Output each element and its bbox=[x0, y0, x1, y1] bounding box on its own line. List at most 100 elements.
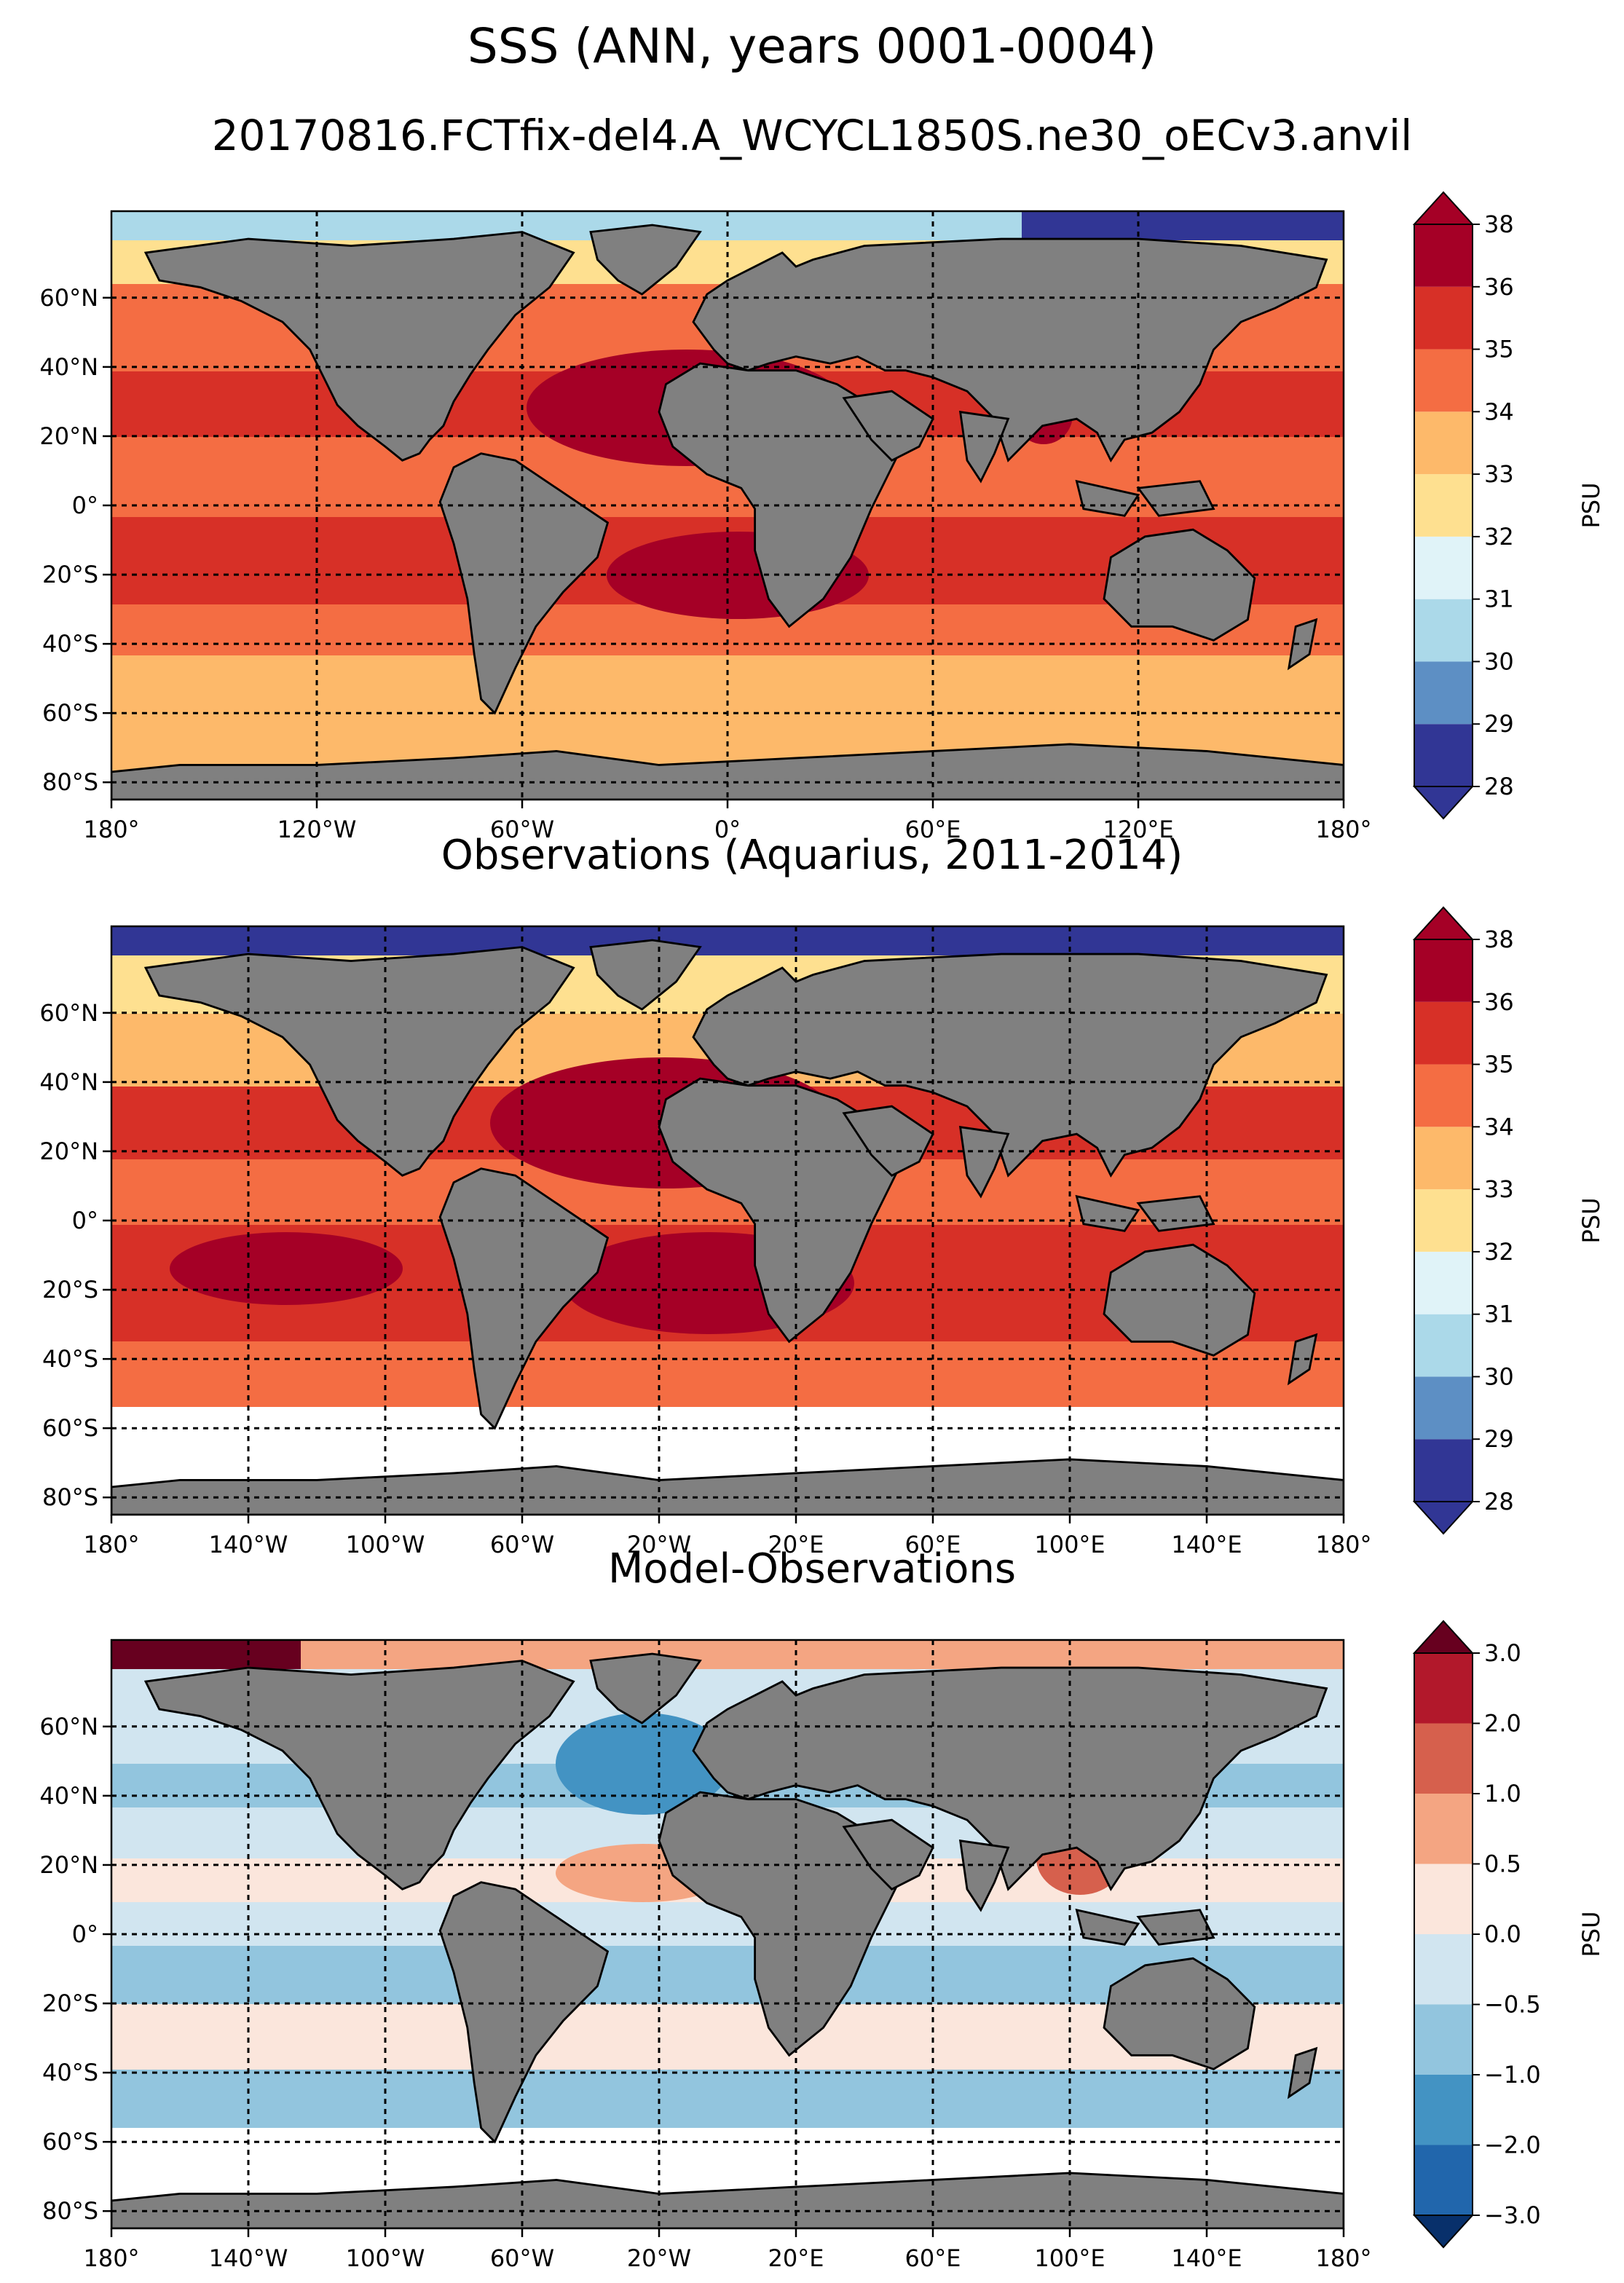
observations-panel-title: Observations (Aquarius, 2011-2014) bbox=[441, 832, 1183, 879]
colorbar-tick-label: 28 bbox=[1484, 773, 1514, 800]
colorbar-units-label: PSU bbox=[1577, 1911, 1605, 1957]
colorbar-segment bbox=[1414, 411, 1473, 475]
observations-colorbar: 28 29 30 31 32 33 34 35 36 38 PSU bbox=[1412, 906, 1605, 1535]
obs-arctic-fresh bbox=[111, 926, 1344, 955]
y-tick-label: 20°S bbox=[42, 1990, 98, 2017]
colorbar-tick-label: −0.5 bbox=[1484, 1991, 1541, 2019]
colorbar-segment bbox=[1414, 286, 1473, 350]
colorbar-segment bbox=[1414, 349, 1473, 412]
colorbar-tick-label: 35 bbox=[1484, 336, 1514, 363]
x-tick-label: 120°E bbox=[1103, 816, 1173, 843]
model-colorbar: 28 29 30 31 32 33 34 35 36 38 PSU bbox=[1412, 191, 1605, 820]
colorbar-segment bbox=[1414, 224, 1473, 287]
figure-title: SSS (ANN, years 0001-0004) bbox=[467, 18, 1157, 74]
x-tick-label: 20°E bbox=[768, 2244, 824, 2272]
y-tick-label: 40°N bbox=[39, 1068, 98, 1096]
y-tick-label: 40°N bbox=[39, 1782, 98, 1810]
colorbar-tick-label: 33 bbox=[1484, 460, 1514, 488]
colorbar-tick-label: 33 bbox=[1484, 1175, 1514, 1203]
diff-arctic-positive bbox=[111, 1640, 301, 1669]
x-tick-label: 60°W bbox=[490, 2244, 554, 2272]
obs-southern-ocean bbox=[111, 1341, 1344, 1407]
colorbar-segment bbox=[1414, 2075, 1473, 2145]
x-tick-label: 140°W bbox=[209, 2244, 288, 2272]
x-tick-label: 180° bbox=[83, 1531, 139, 1558]
x-tick-label: 180° bbox=[83, 2244, 139, 2272]
colorbar-extend-min bbox=[1412, 2215, 1475, 2249]
x-tick-label: 60°E bbox=[905, 1531, 961, 1558]
colorbar-segment bbox=[1414, 599, 1473, 662]
colorbar-tick-label: 29 bbox=[1484, 1425, 1514, 1453]
difference-map-panel: 60°N 40°N 20°N 0° 20°S 40°S 60°S 80°S 180° 140°W… bbox=[39, 1639, 1372, 2272]
colorbar-tick-label: 36 bbox=[1484, 273, 1514, 301]
colorbar-tick-label: −2.0 bbox=[1484, 2132, 1541, 2159]
y-tick-label: 20°N bbox=[39, 1137, 98, 1165]
y-tick-label: 0° bbox=[72, 1920, 98, 1948]
diff-labrador-negative bbox=[556, 1713, 730, 1815]
x-tick-label: 60°W bbox=[490, 1531, 554, 1558]
colorbar-segment bbox=[1414, 1439, 1473, 1502]
colorbar-tick-label: 34 bbox=[1484, 1113, 1514, 1140]
y-tick-label: 40°S bbox=[42, 1345, 98, 1373]
x-tick-label: 140°E bbox=[1171, 1531, 1242, 1558]
colorbar-segment bbox=[1414, 1189, 1473, 1252]
colorbar-tick-label: 34 bbox=[1484, 398, 1514, 425]
y-tick-label: 60°S bbox=[42, 2128, 98, 2156]
y-tick-label: 60°N bbox=[39, 1713, 98, 1740]
colorbar-segment bbox=[1414, 2004, 1473, 2075]
colorbar-tick-label: 32 bbox=[1484, 523, 1514, 551]
colorbar-tick-label: 30 bbox=[1484, 1363, 1514, 1390]
y-tick-label: 80°S bbox=[42, 768, 98, 796]
y-tick-label: 0° bbox=[72, 492, 98, 519]
x-tick-label: 140°W bbox=[209, 1531, 288, 1558]
colorbar-extend-min bbox=[1412, 786, 1475, 820]
model-map-panel: 60°N 40°N 20°N 0° 20°S 40°S 60°S 80°S 180° 120°W… bbox=[39, 210, 1372, 843]
colorbar-tick-label: 38 bbox=[1484, 210, 1514, 238]
colorbar-units-label: PSU bbox=[1577, 482, 1605, 528]
colorbar-frame bbox=[1414, 224, 1473, 787]
diff-gridlines bbox=[111, 1640, 1344, 2228]
y-tick-label: 40°S bbox=[42, 630, 98, 658]
x-tick-label: 20°E bbox=[768, 1531, 824, 1558]
x-tick-label: 180° bbox=[1315, 1531, 1371, 1558]
y-tick-label: 20°N bbox=[39, 422, 98, 450]
x-tick-label: 20°W bbox=[627, 1531, 691, 1558]
obs-gridlines bbox=[111, 926, 1344, 1515]
colorbar-units-label: PSU bbox=[1577, 1197, 1605, 1243]
colorbar-extend-max bbox=[1412, 191, 1475, 225]
colorbar-tick-label: 29 bbox=[1484, 710, 1514, 738]
x-tick-label: 0° bbox=[714, 816, 741, 843]
colorbar-tick-label: 32 bbox=[1484, 1238, 1514, 1266]
colorbar-tick-label: 28 bbox=[1484, 1488, 1514, 1515]
colorbar-tick-label: −3.0 bbox=[1484, 2201, 1541, 2229]
diff-arctic-band bbox=[301, 1640, 1344, 1669]
colorbar-segment bbox=[1414, 661, 1473, 725]
colorbar-segment bbox=[1414, 474, 1473, 537]
colorbar-segment bbox=[1414, 536, 1473, 599]
y-tick-label: 80°S bbox=[42, 1483, 98, 1511]
colorbar-extend-max bbox=[1412, 906, 1475, 940]
colorbar-tick-label: 31 bbox=[1484, 585, 1514, 613]
x-tick-label: 100°E bbox=[1034, 1531, 1105, 1558]
colorbar-tick-label: 36 bbox=[1484, 988, 1514, 1016]
y-tick-label: 80°S bbox=[42, 2197, 98, 2225]
y-tick-label: 60°S bbox=[42, 699, 98, 727]
colorbar-segment bbox=[1414, 1376, 1473, 1440]
x-tick-label: 100°W bbox=[346, 2244, 425, 2272]
x-tick-label: 60°E bbox=[905, 2244, 961, 2272]
colorbar-segment bbox=[1414, 1934, 1473, 2005]
colorbar-segment bbox=[1414, 1314, 1473, 1377]
difference-colorbar: −3.0 −2.0 −1.0 −0.5 0.0 0.5 1.0 2.0 3.0 PSU bbox=[1412, 1620, 1605, 2249]
y-tick-label: 20°N bbox=[39, 1851, 98, 1879]
colorbar-segment bbox=[1414, 1723, 1473, 1794]
x-tick-label: 180° bbox=[83, 816, 139, 843]
x-tick-label: 100°E bbox=[1034, 2244, 1105, 2272]
x-tick-label: 100°W bbox=[346, 1531, 425, 1558]
colorbar-tick-label: 3.0 bbox=[1484, 1639, 1521, 1667]
model-gridlines bbox=[111, 211, 1344, 800]
x-tick-label: 120°W bbox=[277, 816, 357, 843]
colorbar-frame bbox=[1414, 939, 1473, 1502]
x-tick-label: 60°E bbox=[905, 816, 961, 843]
y-tick-label: 60°S bbox=[42, 1414, 98, 1442]
